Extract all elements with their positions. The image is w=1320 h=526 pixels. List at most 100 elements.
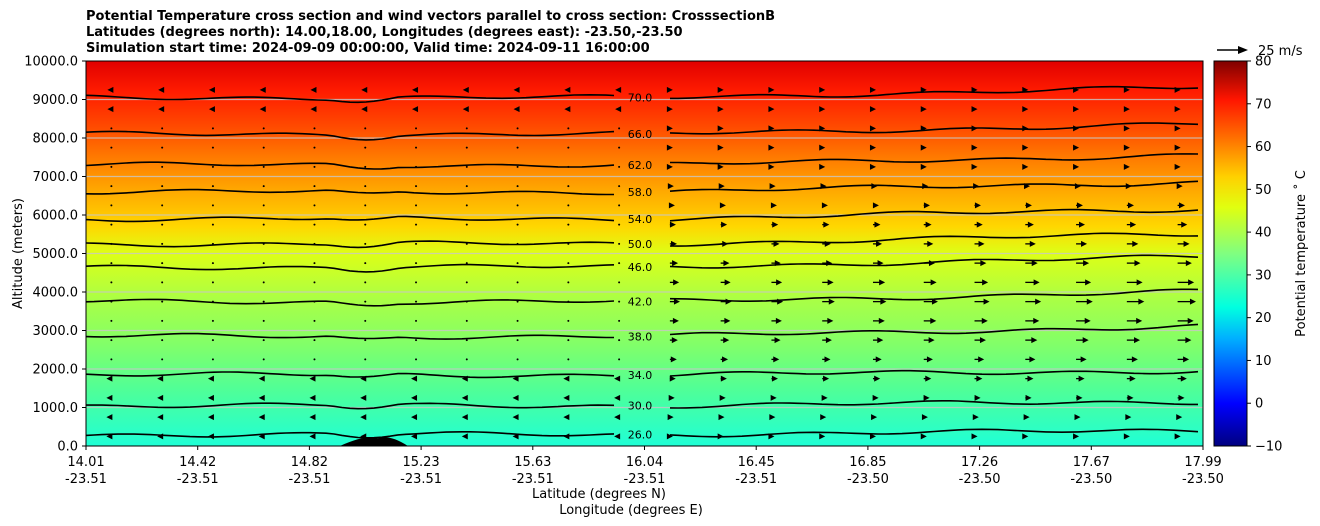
x-tick-label-lon: -23.51 <box>65 472 107 487</box>
y-tick-label: 2000.0 <box>33 363 79 378</box>
wind-vector <box>821 202 828 209</box>
wind-vector <box>822 221 830 228</box>
x-tick-label-lat: 16.85 <box>849 455 886 470</box>
wind-vector <box>158 86 165 93</box>
wind-vector <box>614 394 621 401</box>
wind-vector <box>161 339 164 342</box>
wind-vector <box>869 144 876 151</box>
x-tick-label-lat: 17.99 <box>1184 455 1221 470</box>
wind-vector <box>872 337 884 344</box>
colorbar: −10 0 10 20 30 40 50 60 70 80 Potential temperatur… <box>1213 55 1309 455</box>
colorbar-tick-label: 20 <box>1255 311 1272 326</box>
wind-vector <box>1126 317 1143 324</box>
wind-vector <box>1177 375 1187 382</box>
wind-vector <box>822 317 834 324</box>
wind-vector <box>669 337 678 344</box>
wind-vector <box>872 298 887 305</box>
wind-vector <box>769 414 776 421</box>
wind-vector <box>563 375 570 382</box>
colorbar-fill <box>1213 60 1248 447</box>
wind-vector <box>1073 144 1080 151</box>
wind-vector <box>211 281 214 284</box>
wind-vector <box>262 300 265 303</box>
contour-label: 38.0 <box>628 330 653 343</box>
x-tick-label-lon: -23.50 <box>1070 472 1112 487</box>
wind-vector <box>567 146 570 149</box>
wind-vector <box>1174 433 1181 440</box>
wind-vector <box>618 242 621 245</box>
wind-vector <box>819 163 826 170</box>
wind-vector <box>364 358 367 361</box>
wind-vector <box>412 106 419 113</box>
wind-vector <box>618 223 621 226</box>
wind-vector <box>516 319 519 322</box>
wind-vector <box>618 165 621 168</box>
wind-vector <box>211 204 214 207</box>
y-tick-label: 1000.0 <box>33 401 79 416</box>
wind-vector <box>1177 298 1196 305</box>
wind-vector <box>971 433 978 440</box>
wind-vector <box>717 163 724 170</box>
x-tick-label-lon: -23.50 <box>959 472 1001 487</box>
wind-vector <box>669 356 677 363</box>
wind-vector <box>822 337 832 344</box>
wind-vector <box>313 165 316 168</box>
wind-vector <box>465 358 468 361</box>
wind-vector <box>161 358 164 361</box>
wind-vector <box>411 375 418 382</box>
wind-vector <box>1177 279 1195 286</box>
wind-vector <box>1174 125 1181 132</box>
contour-line <box>669 122 1199 135</box>
wind-vector <box>869 433 876 440</box>
wind-vector <box>161 165 164 168</box>
wind-vector <box>309 414 316 421</box>
wind-vector <box>971 163 978 170</box>
wind-vector <box>415 262 418 265</box>
wind-vector <box>313 339 316 342</box>
wind-vector <box>618 319 621 322</box>
wind-vector <box>567 319 570 322</box>
wind-vector <box>309 433 316 440</box>
wind-vector <box>262 319 265 322</box>
contour-label: 58.0 <box>628 186 653 199</box>
wind-vector <box>1126 279 1143 286</box>
wind-vector <box>361 106 368 113</box>
wind-vector <box>872 375 881 382</box>
wind-vector <box>971 106 978 113</box>
wind-vector <box>161 204 164 207</box>
wind-vector <box>923 279 937 286</box>
wind-vector <box>618 127 621 130</box>
wind-vector <box>465 127 468 130</box>
wind-vector <box>211 358 214 361</box>
x-tick-label-lat: 14.42 <box>179 455 216 470</box>
contour-line <box>669 232 1199 247</box>
wind-vector <box>1126 375 1136 382</box>
wind-vector <box>364 146 367 149</box>
contour-label: 30.0 <box>628 400 653 413</box>
wind-vector <box>313 146 316 149</box>
wind-vector <box>668 202 675 209</box>
quiver-key-label: 25 m/s <box>1258 44 1303 59</box>
wind-vector <box>110 262 113 265</box>
wind-vector <box>1025 240 1036 247</box>
wind-vector <box>258 375 265 382</box>
x-tick-label-lat: 16.04 <box>626 455 663 470</box>
quiver-key-arrow-head <box>1238 46 1248 54</box>
wind-vector <box>364 300 367 303</box>
contour-line <box>669 400 1198 409</box>
wind-vector <box>364 204 367 207</box>
wind-vector <box>465 262 468 265</box>
wind-vector <box>768 144 775 151</box>
contour-line <box>85 332 614 340</box>
wind-vector <box>1177 202 1185 209</box>
wind-vector <box>771 337 781 344</box>
wind-vector <box>819 433 826 440</box>
wind-vector <box>1126 260 1141 267</box>
wind-vector <box>415 204 418 207</box>
wind-vector <box>513 86 520 93</box>
wind-vector <box>869 86 876 93</box>
wind-vector <box>1076 260 1090 267</box>
wind-vector <box>567 262 570 265</box>
wind-vector <box>1126 337 1141 344</box>
wind-vector <box>618 262 621 265</box>
